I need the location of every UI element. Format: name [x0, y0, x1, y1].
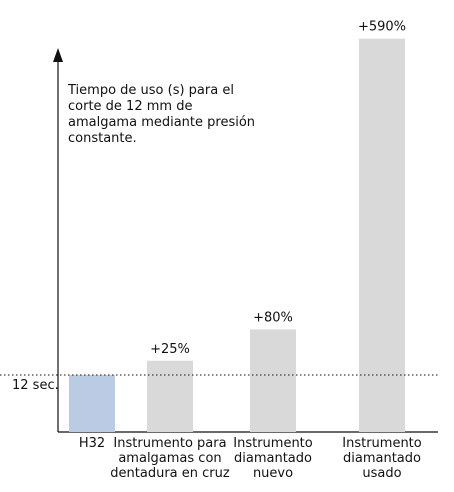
value-label: +590%: [358, 20, 406, 35]
axis-arrow: [53, 48, 63, 62]
bar: [69, 375, 115, 432]
value-label: +25%: [150, 342, 190, 357]
bar: [250, 329, 296, 432]
bar: [147, 360, 193, 432]
x-tick-label: H32: [78, 436, 106, 451]
x-tick-label: Instrumento para amalgamas con dentadura…: [110, 436, 230, 481]
bar: [359, 38, 405, 432]
x-tick-label: Instrumento diamantado nuevo: [233, 436, 313, 481]
value-label: +80%: [253, 310, 293, 325]
x-tick-label: Instrumento diamantado usado: [342, 436, 422, 481]
y-tick-label: 12 sec.: [12, 378, 59, 393]
chart-title: Tiempo de uso (s) para el corte de 12 mm…: [68, 83, 256, 146]
